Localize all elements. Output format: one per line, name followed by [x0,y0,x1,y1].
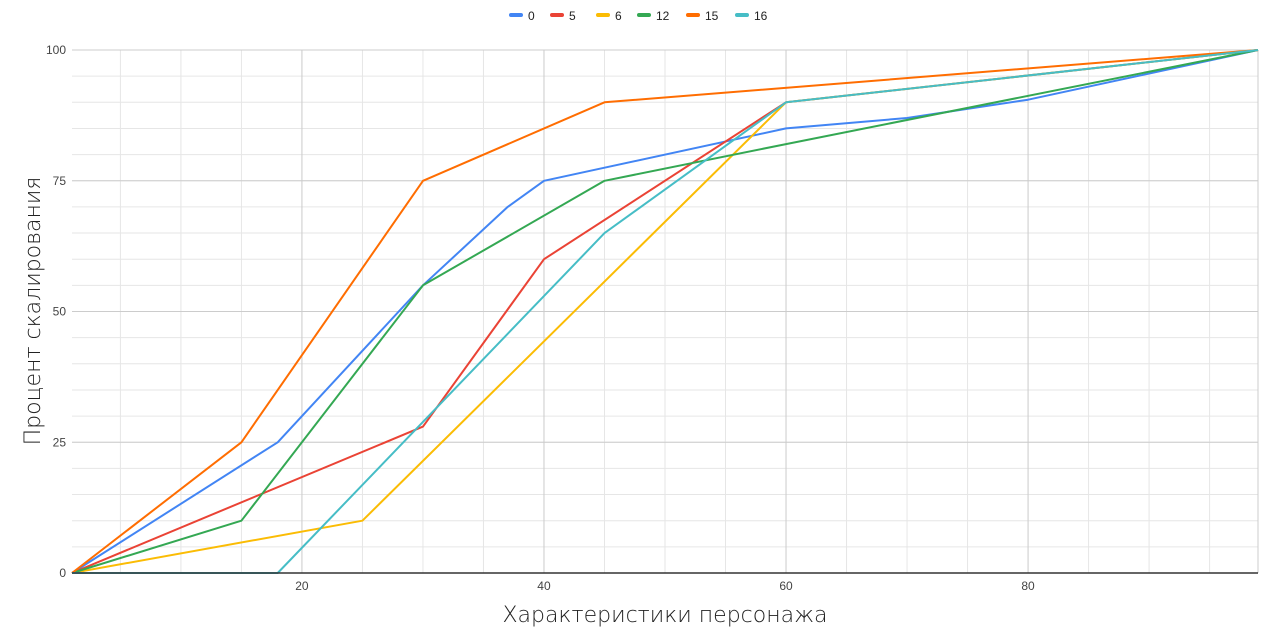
y-tick-label: 75 [53,174,67,188]
legend-swatch-icon [735,13,749,17]
legend-item-12[interactable]: 12 [637,9,670,23]
series-line-12 [71,49,1259,574]
legend: 0 5 6 12 15 16 [509,9,768,23]
x-tick-label: 40 [537,579,551,593]
x-tick-label: 80 [1021,579,1035,593]
legend-item-6[interactable]: 6 [596,9,622,23]
legend-label: 12 [656,9,670,23]
legend-item-15[interactable]: 15 [686,9,719,23]
legend-swatch-icon [596,13,610,17]
y-tick-label: 50 [53,305,67,319]
y-tick-label: 25 [53,435,67,449]
legend-swatch-icon [550,13,564,17]
legend-item-16[interactable]: 16 [735,9,768,23]
legend-item-5[interactable]: 5 [550,9,576,23]
legend-label: 5 [569,9,576,23]
legend-label: 16 [754,9,768,23]
legend-swatch-icon [509,13,523,17]
y-axis-title: Процент скалирования [21,177,46,446]
x-axis-title: Характеристики персонажа [502,603,827,628]
legend-label: 0 [528,9,535,23]
y-tick-label: 0 [59,566,66,580]
legend-label: 15 [705,9,719,23]
y-axis-ticks: 0 25 50 75 100 [46,43,66,580]
legend-swatch-icon [637,13,651,17]
series-lines [71,49,1259,574]
legend-swatch-icon [686,13,700,17]
y-tick-label: 100 [46,43,66,57]
x-axis-ticks: 20 40 60 80 [295,579,1035,593]
legend-label: 6 [615,9,622,23]
x-tick-label: 60 [779,579,793,593]
series-line-15 [71,49,1259,574]
x-tick-label: 20 [295,579,309,593]
legend-item-0[interactable]: 0 [509,9,535,23]
